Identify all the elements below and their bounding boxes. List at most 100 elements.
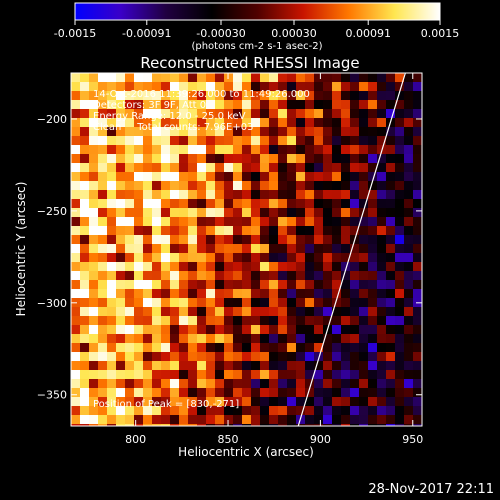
heatmap-cell (323, 118, 333, 128)
heatmap-cell (215, 163, 225, 173)
heatmap-cell (305, 370, 315, 380)
heatmap-cell (98, 217, 108, 227)
heatmap-cell (224, 199, 234, 209)
heatmap-cell (377, 208, 387, 218)
heatmap-cell (188, 406, 198, 416)
heatmap-cell (98, 397, 108, 407)
heatmap-cell (197, 136, 207, 146)
heatmap-cell (107, 235, 117, 245)
heatmap-cell (71, 82, 81, 92)
heatmap-cell (71, 172, 81, 182)
heatmap-cell (368, 406, 378, 416)
heatmap-cell (314, 406, 324, 416)
heatmap-cell (179, 379, 189, 389)
heatmap-cell (287, 208, 297, 218)
heatmap-cell (116, 154, 126, 164)
heatmap-cell (332, 298, 342, 308)
heatmap-cell (107, 307, 117, 317)
heatmap-cell (161, 334, 171, 344)
heatmap-cell (260, 298, 270, 308)
heatmap-cell (359, 118, 369, 128)
heatmap-cell (404, 109, 414, 119)
heatmap-cell (404, 298, 414, 308)
heatmap-cell (386, 316, 396, 326)
heatmap-cell (161, 172, 171, 182)
heatmap-cell (116, 82, 126, 92)
heatmap-cell (152, 199, 162, 209)
heatmap-cell (215, 316, 225, 326)
heatmap-cell (386, 370, 396, 380)
heatmap-cell (215, 280, 225, 290)
heatmap-cell (89, 127, 99, 137)
heatmap-cell (80, 424, 90, 426)
y-tick-label: −350 (37, 389, 67, 402)
heatmap-cell (332, 145, 342, 155)
heatmap-cell (170, 352, 180, 362)
heatmap-cell (386, 406, 396, 416)
heatmap-cell (260, 163, 270, 173)
heatmap-cell (386, 136, 396, 146)
heatmap-cell (71, 109, 81, 119)
heatmap-cell (188, 343, 198, 353)
heatmap-cell (314, 262, 324, 272)
heatmap-cell (296, 82, 306, 92)
heatmap-cell (197, 262, 207, 272)
heatmap-cell (323, 244, 333, 254)
heatmap-cell (233, 316, 243, 326)
heatmap-cell (305, 379, 315, 389)
heatmap-cell (332, 235, 342, 245)
heatmap-cell (287, 235, 297, 245)
heatmap-cell (350, 298, 360, 308)
x-axis-ticks: 800 850 900 950 (125, 73, 423, 446)
heatmap-cell (404, 163, 414, 173)
heatmap-cell (287, 343, 297, 353)
heatmap-cell (179, 316, 189, 326)
heatmap-cell (152, 388, 162, 398)
heatmap-cell (233, 172, 243, 182)
heatmap-cell (368, 190, 378, 200)
heatmap-cell (251, 271, 261, 281)
heatmap-cell (134, 190, 144, 200)
heatmap-cell (143, 199, 153, 209)
heatmap-cell (71, 118, 81, 128)
heatmap-cell (287, 379, 297, 389)
colorbar-tick-label: -0.00030 (196, 27, 245, 40)
heatmap-cell (170, 316, 180, 326)
heatmap-cell (143, 370, 153, 380)
heatmap-cell (251, 100, 261, 110)
heatmap-cell (341, 361, 351, 371)
heatmap-cell (161, 316, 171, 326)
heatmap-cell (296, 127, 306, 137)
heatmap-cell (395, 298, 405, 308)
heatmap-cell (296, 424, 306, 426)
colorbar-tick-label: -0.00091 (122, 27, 171, 40)
heatmap-cell (404, 190, 414, 200)
heatmap-cell (260, 208, 270, 218)
heatmap-cell (386, 397, 396, 407)
heatmap-cell (404, 325, 414, 335)
heatmap-cell (224, 163, 234, 173)
colorbar-unit-label: (photons cm-2 s-1 asec-2) (191, 41, 322, 52)
heatmap-cell (251, 208, 261, 218)
heatmap-cell (404, 145, 414, 155)
heatmap-cell (107, 262, 117, 272)
heatmap-cell (197, 325, 207, 335)
heatmap-cell (98, 127, 108, 137)
heatmap-cell (233, 424, 243, 426)
heatmap-cell (179, 73, 189, 83)
heatmap-cell (314, 181, 324, 191)
heatmap-cell (179, 118, 189, 128)
heatmap-cell (233, 334, 243, 344)
heatmap-cell (251, 343, 261, 353)
heatmap-cell (251, 181, 261, 191)
heatmap-cell (224, 280, 234, 290)
heatmap-cell (368, 334, 378, 344)
heatmap-cell (386, 109, 396, 119)
heatmap-cell (71, 163, 81, 173)
heatmap-cell (278, 280, 288, 290)
heatmap-cell (233, 352, 243, 362)
heatmap-cell (215, 109, 225, 119)
colorbar-tick-label: -0.0015 (54, 27, 96, 40)
heatmap-cell (170, 343, 180, 353)
heatmap-cell (314, 424, 324, 426)
